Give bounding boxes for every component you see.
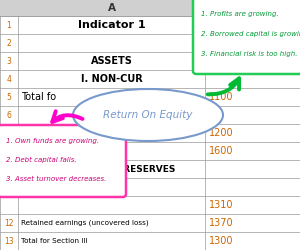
FancyBboxPatch shape	[193, 0, 300, 74]
Text: 5: 5	[7, 92, 11, 102]
Text: 1300: 1300	[209, 236, 233, 246]
Text: 12: 12	[4, 218, 14, 228]
Text: 3: 3	[7, 56, 11, 66]
Text: 1. Profits are growing.: 1. Profits are growing.	[201, 11, 279, 17]
Text: 1100: 1100	[209, 92, 233, 102]
Text: Total for Section III: Total for Section III	[21, 238, 88, 244]
Text: Return On Equity: Return On Equity	[103, 110, 193, 120]
Text: 1: 1	[7, 20, 11, 30]
Text: 3. Financial risk is too high.: 3. Financial risk is too high.	[201, 51, 298, 57]
Bar	[0, 0, 300, 16]
Text: AND RESERVES: AND RESERVES	[98, 164, 175, 173]
Text: Retained earnings (uncovered loss): Retained earnings (uncovered loss)	[21, 220, 148, 226]
Text: 6: 6	[7, 110, 11, 120]
Text: 13: 13	[4, 236, 14, 246]
Text: Indicator 1: Indicator 1	[78, 20, 145, 30]
Text: 1370: 1370	[209, 218, 234, 228]
Text: 2. Borrowed capital is growing.: 2. Borrowed capital is growing.	[201, 31, 300, 37]
Text: 4: 4	[7, 74, 11, 84]
Text: I. NON-CUR: I. NON-CUR	[81, 74, 142, 84]
Text: 1. Own funds are growing.: 1. Own funds are growing.	[6, 138, 99, 144]
Text: Total fo: Total fo	[21, 92, 56, 102]
Text: B: B	[248, 3, 256, 13]
Text: 1600: 1600	[209, 146, 233, 156]
Ellipse shape	[73, 89, 223, 141]
FancyBboxPatch shape	[0, 125, 126, 197]
Text: 2: 2	[7, 38, 11, 48]
Text: ASSETS: ASSETS	[91, 56, 132, 66]
Text: 3. Asset turnover decreases.: 3. Asset turnover decreases.	[6, 176, 106, 182]
Text: 1200: 1200	[209, 128, 234, 138]
Text: 1310: 1310	[209, 200, 233, 210]
Text: 2. Debt capital falls.: 2. Debt capital falls.	[6, 157, 76, 163]
Text: A: A	[107, 3, 116, 13]
